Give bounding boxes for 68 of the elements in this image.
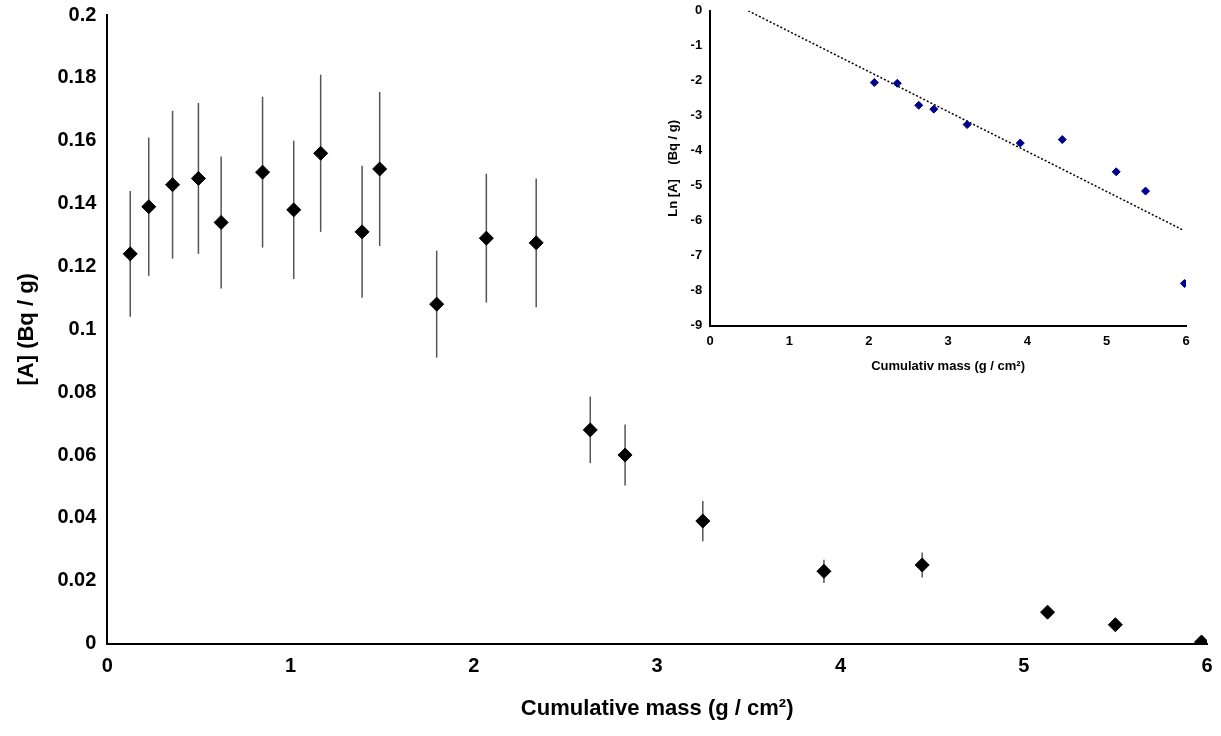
y-tick-label: -7 — [690, 247, 703, 263]
x-tick-label: 2 — [468, 654, 480, 677]
y-tick-label: 0.08 — [57, 379, 97, 402]
y-tick-label: 0.14 — [57, 191, 98, 214]
point — [1015, 138, 1025, 148]
x-tick-label: 2 — [865, 333, 873, 349]
point — [122, 246, 138, 262]
point — [286, 202, 302, 218]
point — [892, 78, 902, 88]
point — [816, 563, 832, 579]
point — [1057, 135, 1067, 145]
y-tick-label: 0 — [85, 631, 97, 654]
y-tick-label: -8 — [690, 282, 703, 298]
x-tick-label: 6 — [1201, 654, 1213, 677]
x-tick-label: 3 — [651, 654, 663, 677]
x-tick-label: 0 — [706, 333, 714, 349]
point — [962, 120, 972, 130]
point — [313, 145, 329, 161]
point — [1111, 167, 1121, 177]
point — [695, 513, 711, 529]
y-tick-label: 0.06 — [57, 442, 97, 465]
y-axis-title: Ln [A] (Bq / g) — [665, 119, 681, 217]
y-tick-label: 0.02 — [57, 568, 97, 591]
x-tick-label: 1 — [785, 333, 794, 349]
point — [372, 161, 388, 177]
point — [213, 214, 229, 230]
x-tick-label: 1 — [285, 654, 297, 677]
point — [165, 177, 181, 193]
x-tick-label: 5 — [1103, 333, 1111, 349]
y-tick-label: 0.04 — [57, 505, 98, 528]
point — [914, 100, 924, 110]
point — [1040, 604, 1056, 620]
y-tick-label: -2 — [690, 72, 703, 88]
x-tick-label: 4 — [1023, 333, 1032, 349]
y-tick-label: -9 — [690, 317, 703, 333]
x-tick-label: 6 — [1182, 333, 1190, 349]
y-tick-label: -4 — [690, 142, 703, 158]
point — [255, 164, 271, 180]
point — [478, 230, 494, 246]
x-tick-label: 4 — [834, 654, 847, 677]
y-tick-label: -6 — [690, 212, 703, 228]
y-tick-label: 0.18 — [57, 65, 97, 88]
point — [190, 170, 206, 186]
point — [582, 422, 598, 438]
x-tick-label: 5 — [1018, 654, 1030, 677]
y-axis-title: [A] (Bq / g) — [13, 273, 39, 386]
y-tick-label: 0.2 — [68, 2, 97, 25]
point — [617, 447, 633, 463]
point — [929, 104, 939, 114]
x-tick-label: 0 — [101, 654, 113, 677]
y-tick-label: -3 — [690, 107, 703, 123]
y-tick-label: 0.16 — [57, 128, 97, 151]
point — [1141, 186, 1151, 196]
y-tick-label: 0 — [694, 2, 703, 18]
y-tick-label: 0.1 — [68, 316, 97, 339]
point — [914, 557, 930, 573]
point — [429, 296, 445, 312]
x-axis-title: Cumulative mass (g / cm²) — [520, 694, 794, 720]
x-tick-label: 3 — [944, 333, 952, 349]
point — [354, 224, 370, 240]
point — [528, 235, 544, 251]
y-tick-label: 0.12 — [57, 253, 97, 276]
point — [1107, 617, 1123, 633]
point — [141, 199, 157, 215]
x-axis-title: Cumulativ mass (g / cm²) — [871, 357, 1026, 373]
y-tick-label: -5 — [690, 177, 703, 193]
y-tick-label: -1 — [690, 37, 703, 53]
point — [869, 78, 879, 88]
